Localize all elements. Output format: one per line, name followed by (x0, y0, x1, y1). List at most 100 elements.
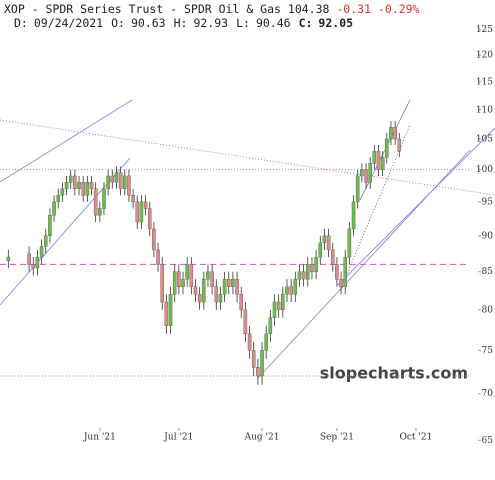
candle-body (81, 182, 85, 196)
candle (147, 201, 152, 236)
candle (281, 286, 285, 318)
candle-body (301, 271, 306, 280)
candle-body (127, 175, 131, 196)
candle-body (256, 367, 260, 377)
candle-body (48, 215, 52, 237)
candle (98, 201, 102, 223)
candle (110, 169, 115, 189)
candle (285, 279, 289, 303)
candle (260, 342, 264, 385)
candle (43, 228, 48, 254)
candle (376, 144, 381, 176)
candle (206, 264, 210, 287)
candle (289, 279, 293, 303)
candle (202, 271, 206, 310)
candle (310, 257, 314, 280)
candle (343, 249, 347, 295)
candle-body (260, 350, 264, 377)
candle-body (106, 175, 110, 189)
candle (135, 195, 140, 229)
candle-body (306, 264, 310, 280)
candle (297, 264, 302, 287)
candle-body (247, 333, 252, 351)
candle (322, 228, 327, 250)
candle (152, 222, 156, 258)
candle-body (85, 182, 90, 196)
candle (227, 271, 231, 295)
candle (197, 286, 202, 310)
candle-body (231, 278, 235, 287)
candle (68, 169, 73, 189)
y-tick-label: 100 (476, 165, 493, 175)
last-price: 104.38 (288, 2, 330, 16)
candle (251, 342, 256, 377)
watermark: slopecharts.com (320, 364, 468, 383)
candle (355, 169, 360, 209)
change-pct: -0.29% (378, 2, 420, 16)
title: XOP - SPDR Series Trust - SPDR Oil & Gas… (4, 2, 420, 16)
info-value: 90.63 (131, 16, 166, 30)
candle-body (135, 201, 140, 223)
info-value: 92.93 (193, 16, 228, 30)
candle (185, 257, 189, 287)
candle-body (31, 264, 36, 269)
candle-body (355, 175, 360, 203)
candle-body (335, 264, 339, 280)
candle-body (131, 195, 135, 203)
candle (330, 242, 335, 272)
candle (102, 182, 106, 216)
candle (143, 195, 148, 216)
candle-body (139, 201, 144, 223)
candle-body (189, 264, 194, 287)
candle (360, 163, 364, 183)
candle-body (98, 208, 102, 216)
candle (60, 182, 65, 202)
y-tick-label: 90 (482, 231, 494, 241)
candle-body (60, 188, 65, 196)
candle (389, 121, 393, 145)
candle-body (297, 271, 302, 280)
candle-body (64, 182, 69, 189)
info-value: 09/24/2021 (34, 16, 103, 30)
trend-line (359, 99, 411, 201)
candle-body (330, 249, 335, 265)
candle-body (351, 201, 356, 230)
y-tick-label: 110 (476, 105, 493, 115)
candle (239, 286, 243, 318)
candle (218, 286, 223, 310)
candle-body (156, 249, 160, 265)
info-value: 92.05 (318, 16, 353, 30)
candle (393, 121, 397, 145)
candle (177, 264, 181, 295)
candle (268, 309, 273, 343)
candle (127, 169, 131, 202)
trend-line (0, 99, 133, 183)
candle (131, 188, 135, 209)
header: XOP - SPDR Series Trust - SPDR Oil & Gas… (4, 2, 420, 30)
candle-body (68, 175, 73, 183)
candle (156, 242, 160, 272)
candle-body (318, 242, 323, 258)
candle (247, 325, 252, 359)
candle (160, 257, 164, 310)
info-label: C: (299, 16, 313, 30)
candle-body (272, 301, 277, 318)
candle-body (380, 156, 385, 170)
candle-body (123, 175, 127, 189)
candle (397, 133, 402, 158)
candle-body (206, 271, 210, 280)
candle-body (393, 126, 397, 140)
candle-body (160, 264, 164, 303)
candle-body (102, 188, 106, 209)
candle-body (222, 278, 227, 295)
x-tick-label: Sep '21 (320, 433, 354, 443)
y-tick-label: 75 (482, 346, 494, 356)
candle-body (326, 235, 331, 251)
x-tick-label: Oct '21 (400, 433, 433, 443)
x-tick-label: Jul '21 (163, 433, 193, 443)
candle (272, 294, 277, 326)
candle-body (77, 182, 81, 189)
candle (35, 249, 40, 276)
candle-body (314, 256, 318, 272)
candle-body (168, 294, 173, 326)
